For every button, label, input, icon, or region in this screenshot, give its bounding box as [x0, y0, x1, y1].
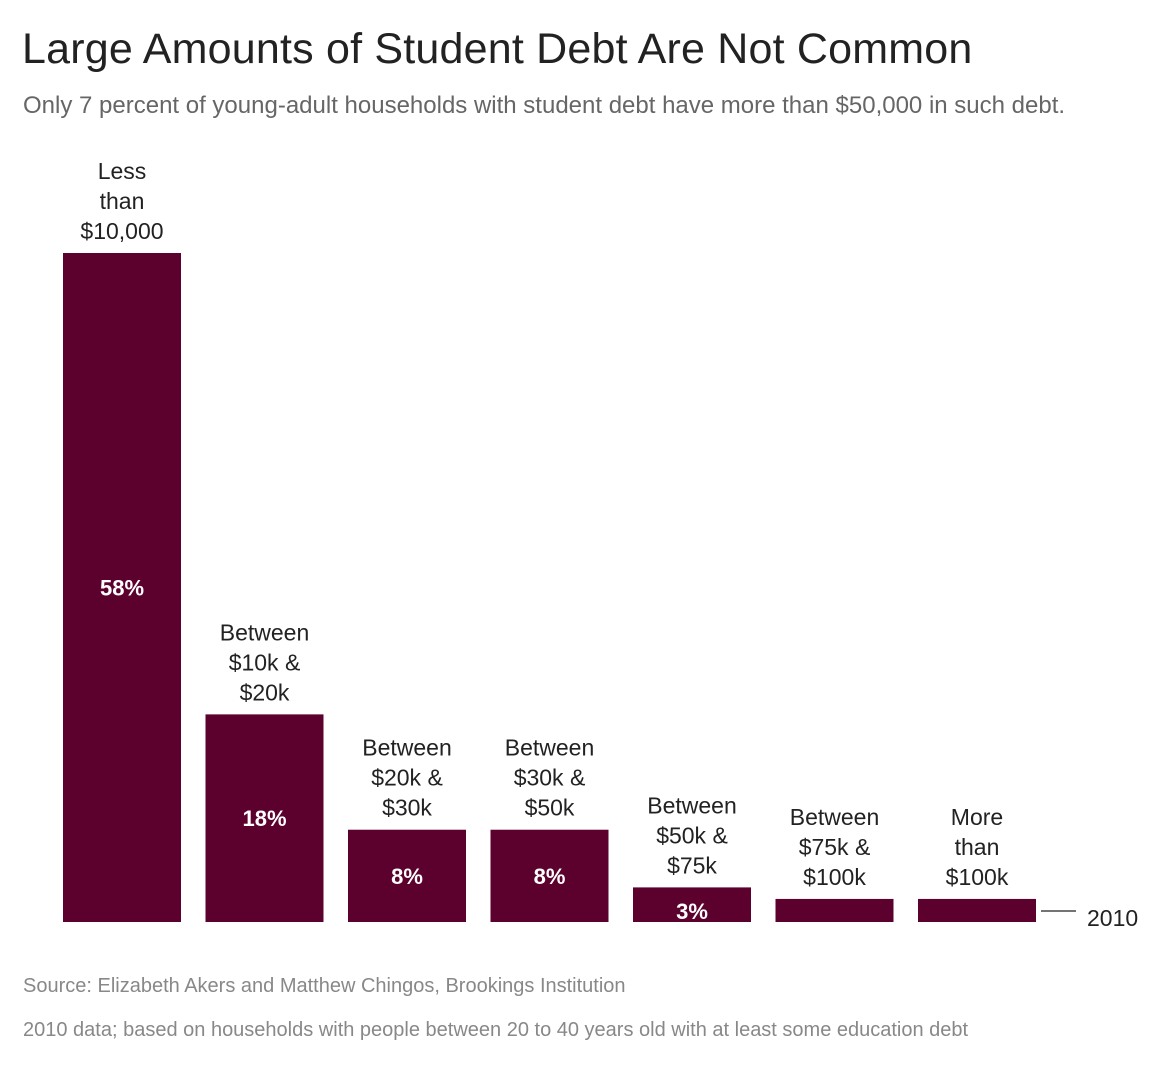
bar-value-label: 8% [534, 864, 566, 889]
category-label: than [955, 834, 1000, 860]
category-label: Between [647, 792, 737, 818]
category-label: $100k [803, 864, 866, 890]
bar-value-label: 3% [676, 899, 708, 924]
bar [918, 898, 1036, 922]
category-label: $75k & [799, 834, 871, 860]
bar-value-label: 18% [242, 806, 286, 831]
bar [490, 829, 609, 922]
bar [205, 714, 324, 922]
chart-title: Large Amounts of Student Debt Are Not Co… [22, 25, 973, 73]
category-label: $100k [946, 864, 1009, 890]
bar-value-label: 58% [100, 576, 144, 601]
category-label: $10k & [229, 649, 301, 675]
bar [63, 253, 181, 922]
bar-value-label: 8% [391, 864, 423, 889]
chart-subtitle: Only 7 percent of young-adult households… [23, 92, 1066, 119]
category-label: $75k [667, 852, 717, 878]
category-label: Between [790, 804, 880, 830]
bar [775, 898, 894, 922]
category-label: More [951, 804, 1003, 830]
category-label: $20k & [371, 765, 443, 791]
category-label: Between [505, 735, 595, 761]
category-label: Less [98, 158, 147, 184]
category-label: Between [220, 619, 310, 645]
source-note: Source: Elizabeth Akers and Matthew Chin… [23, 975, 626, 997]
category-label: $50k [525, 795, 575, 821]
bar [348, 829, 466, 922]
category-label: $30k & [514, 765, 586, 791]
category-label: $30k [382, 795, 432, 821]
category-label: Between [362, 735, 452, 761]
year-label: 2010 [1087, 905, 1138, 931]
category-label: than [100, 188, 145, 214]
category-label: $50k & [656, 822, 728, 848]
category-label: $10,000 [80, 218, 163, 244]
category-label: $20k [240, 679, 290, 705]
data-note: 2010 data; based on households with peop… [23, 1019, 969, 1041]
bar [633, 887, 751, 922]
